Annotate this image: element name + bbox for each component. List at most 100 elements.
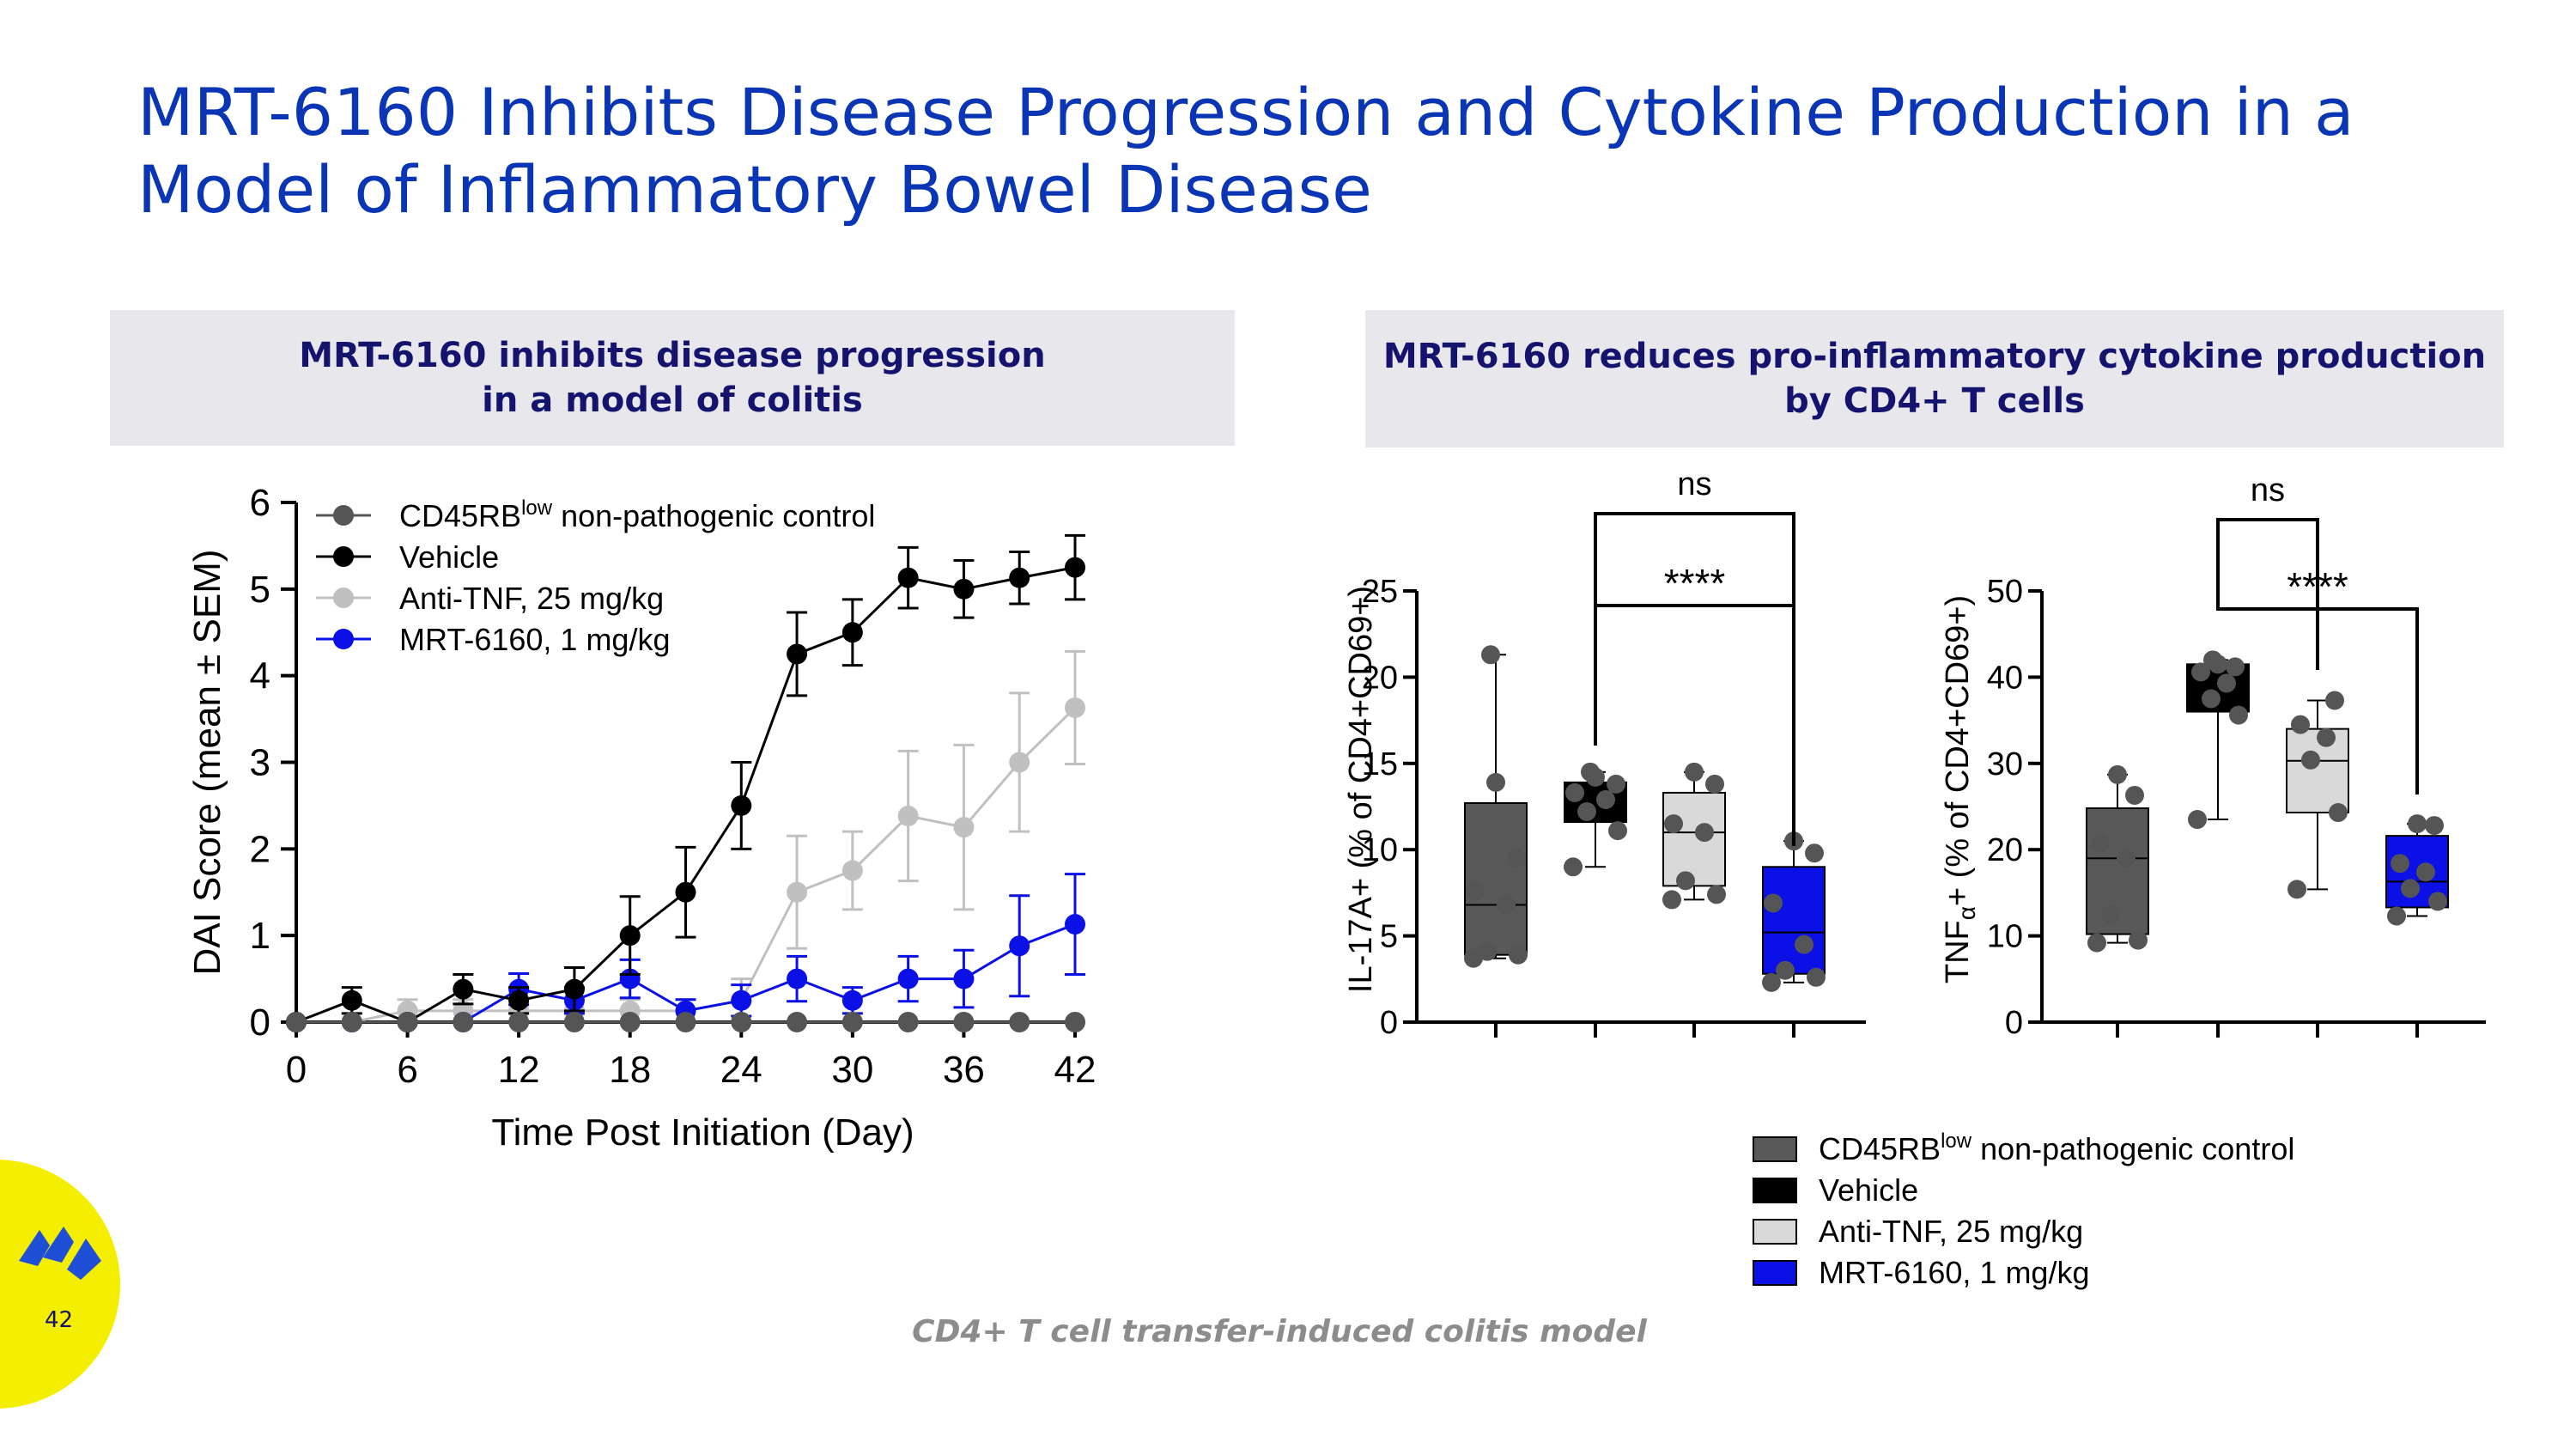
y-tick-label: 15 [1362, 746, 1398, 782]
legend-label-main: Vehicle [399, 539, 499, 575]
x-tick-label: 0 [286, 1049, 307, 1091]
data-point [1565, 782, 1584, 802]
data-point [675, 1012, 696, 1032]
legend-marker [333, 505, 354, 526]
page-number: 42 [45, 1307, 74, 1333]
slide-title-line-2: Model of Inflammatory Bowel Disease [137, 151, 1372, 228]
x-tick-label: 18 [609, 1049, 651, 1091]
data-point [2091, 834, 2110, 854]
data-point [2108, 764, 2127, 784]
box-group-2 [1662, 762, 1726, 910]
data-point [1764, 893, 1783, 913]
bracket-line [1594, 604, 1795, 846]
data-point [1065, 1012, 1085, 1032]
data-point [619, 1012, 641, 1032]
data-point [2425, 816, 2444, 836]
y-tick-label: 0 [1380, 1005, 1398, 1041]
data-point [897, 567, 919, 588]
data-point [953, 817, 975, 838]
y-tick-label: 1 [250, 915, 270, 957]
data-point [1608, 821, 1627, 841]
data-point [1065, 914, 1085, 935]
y-tick-label: 6 [250, 482, 270, 524]
y-tick-label: 40 [1987, 660, 2023, 696]
legend-marker [333, 588, 354, 608]
data-point [1466, 881, 1485, 901]
data-point [2428, 892, 2447, 911]
legend-swatch [1753, 1219, 1797, 1245]
data-point [2117, 849, 2136, 868]
data-point [2416, 862, 2435, 882]
bracket-line [1594, 512, 1795, 790]
data-point [1065, 557, 1085, 578]
data-point [2087, 933, 2106, 953]
legend-label-rest: non-pathogenic control [1971, 1131, 2294, 1166]
left-panel-header: MRT-6160 inhibits disease progression in… [110, 310, 1235, 446]
data-point [1497, 895, 1516, 915]
data-point [1705, 774, 1724, 794]
data-point [2329, 803, 2348, 823]
data-point [953, 578, 975, 600]
legend-swatch [1753, 1136, 1797, 1162]
legend-label: Anti-TNF, 25 mg/kg [1819, 1214, 2083, 1249]
box-group-2 [2286, 691, 2349, 899]
data-point [731, 1012, 752, 1032]
legend-label-sup: low [1941, 1129, 1972, 1153]
right-panel-header: MRT-6160 reduces pro-inflammatory cytoki… [1365, 310, 2504, 447]
legend-swatch [1753, 1260, 1797, 1286]
data-point [2191, 662, 2210, 682]
data-point [2291, 715, 2310, 734]
data-point [1664, 814, 1683, 834]
data-point [1762, 972, 1781, 992]
y-axis-title: IL-17A+ (% of CD4+CD69+) [1343, 586, 1379, 993]
significance-label: **** [2287, 564, 2348, 609]
slide-title-line-1: MRT-6160 Inhibits Disease Progression an… [137, 74, 2354, 150]
y-tick-label: 2 [250, 828, 270, 870]
y-tick-label: 25 [1362, 574, 1398, 610]
bracket-line [2216, 518, 2319, 670]
data-point [341, 989, 362, 1011]
left-header-line-1: MRT-6160 inhibits disease progression [299, 336, 1046, 375]
legend-label: Vehicle [1819, 1172, 1918, 1208]
box [1662, 791, 1726, 887]
y-tick-label: 50 [1987, 574, 2023, 610]
data-point [787, 643, 808, 665]
data-point [841, 1012, 863, 1032]
data-point [953, 968, 975, 989]
data-point [2387, 906, 2406, 926]
y-tick-label: 5 [1380, 919, 1398, 955]
company-logo-icon [19, 1227, 101, 1280]
data-point [453, 1012, 474, 1032]
y-tick-label: 0 [250, 1002, 270, 1044]
data-point [453, 978, 474, 1000]
x-tick-label: 36 [943, 1049, 985, 1091]
data-point [2391, 854, 2409, 874]
data-point [1481, 645, 1500, 665]
y-title-prefix: TNF [1940, 920, 1976, 983]
data-point [2203, 650, 2222, 670]
data-point [508, 1012, 530, 1032]
data-point [2217, 673, 2236, 693]
data-point [1707, 885, 1726, 904]
box-group-1 [1564, 762, 1627, 877]
data-point [897, 1012, 919, 1032]
significance-label: ns [2251, 472, 2285, 508]
legend-label-sup: low [521, 496, 553, 520]
legend-marker [333, 546, 354, 567]
box [1464, 801, 1528, 956]
data-point [731, 989, 752, 1011]
data-point [619, 925, 641, 947]
box [1762, 866, 1826, 975]
x-tick-label: 30 [831, 1049, 873, 1091]
legend-label-main: Vehicle [1819, 1172, 1918, 1208]
y-tick-label: 3 [250, 742, 270, 784]
legend-label-main: CD45RB [1819, 1131, 1941, 1166]
x-tick-label: 6 [397, 1049, 417, 1091]
data-point [563, 978, 585, 1000]
legend-label-main: MRT-6160, 1 mg/kg [1819, 1255, 2089, 1290]
data-point [2188, 810, 2207, 830]
data-point [787, 968, 808, 989]
x-tick-label: 24 [720, 1049, 762, 1091]
data-point [1695, 823, 1714, 843]
